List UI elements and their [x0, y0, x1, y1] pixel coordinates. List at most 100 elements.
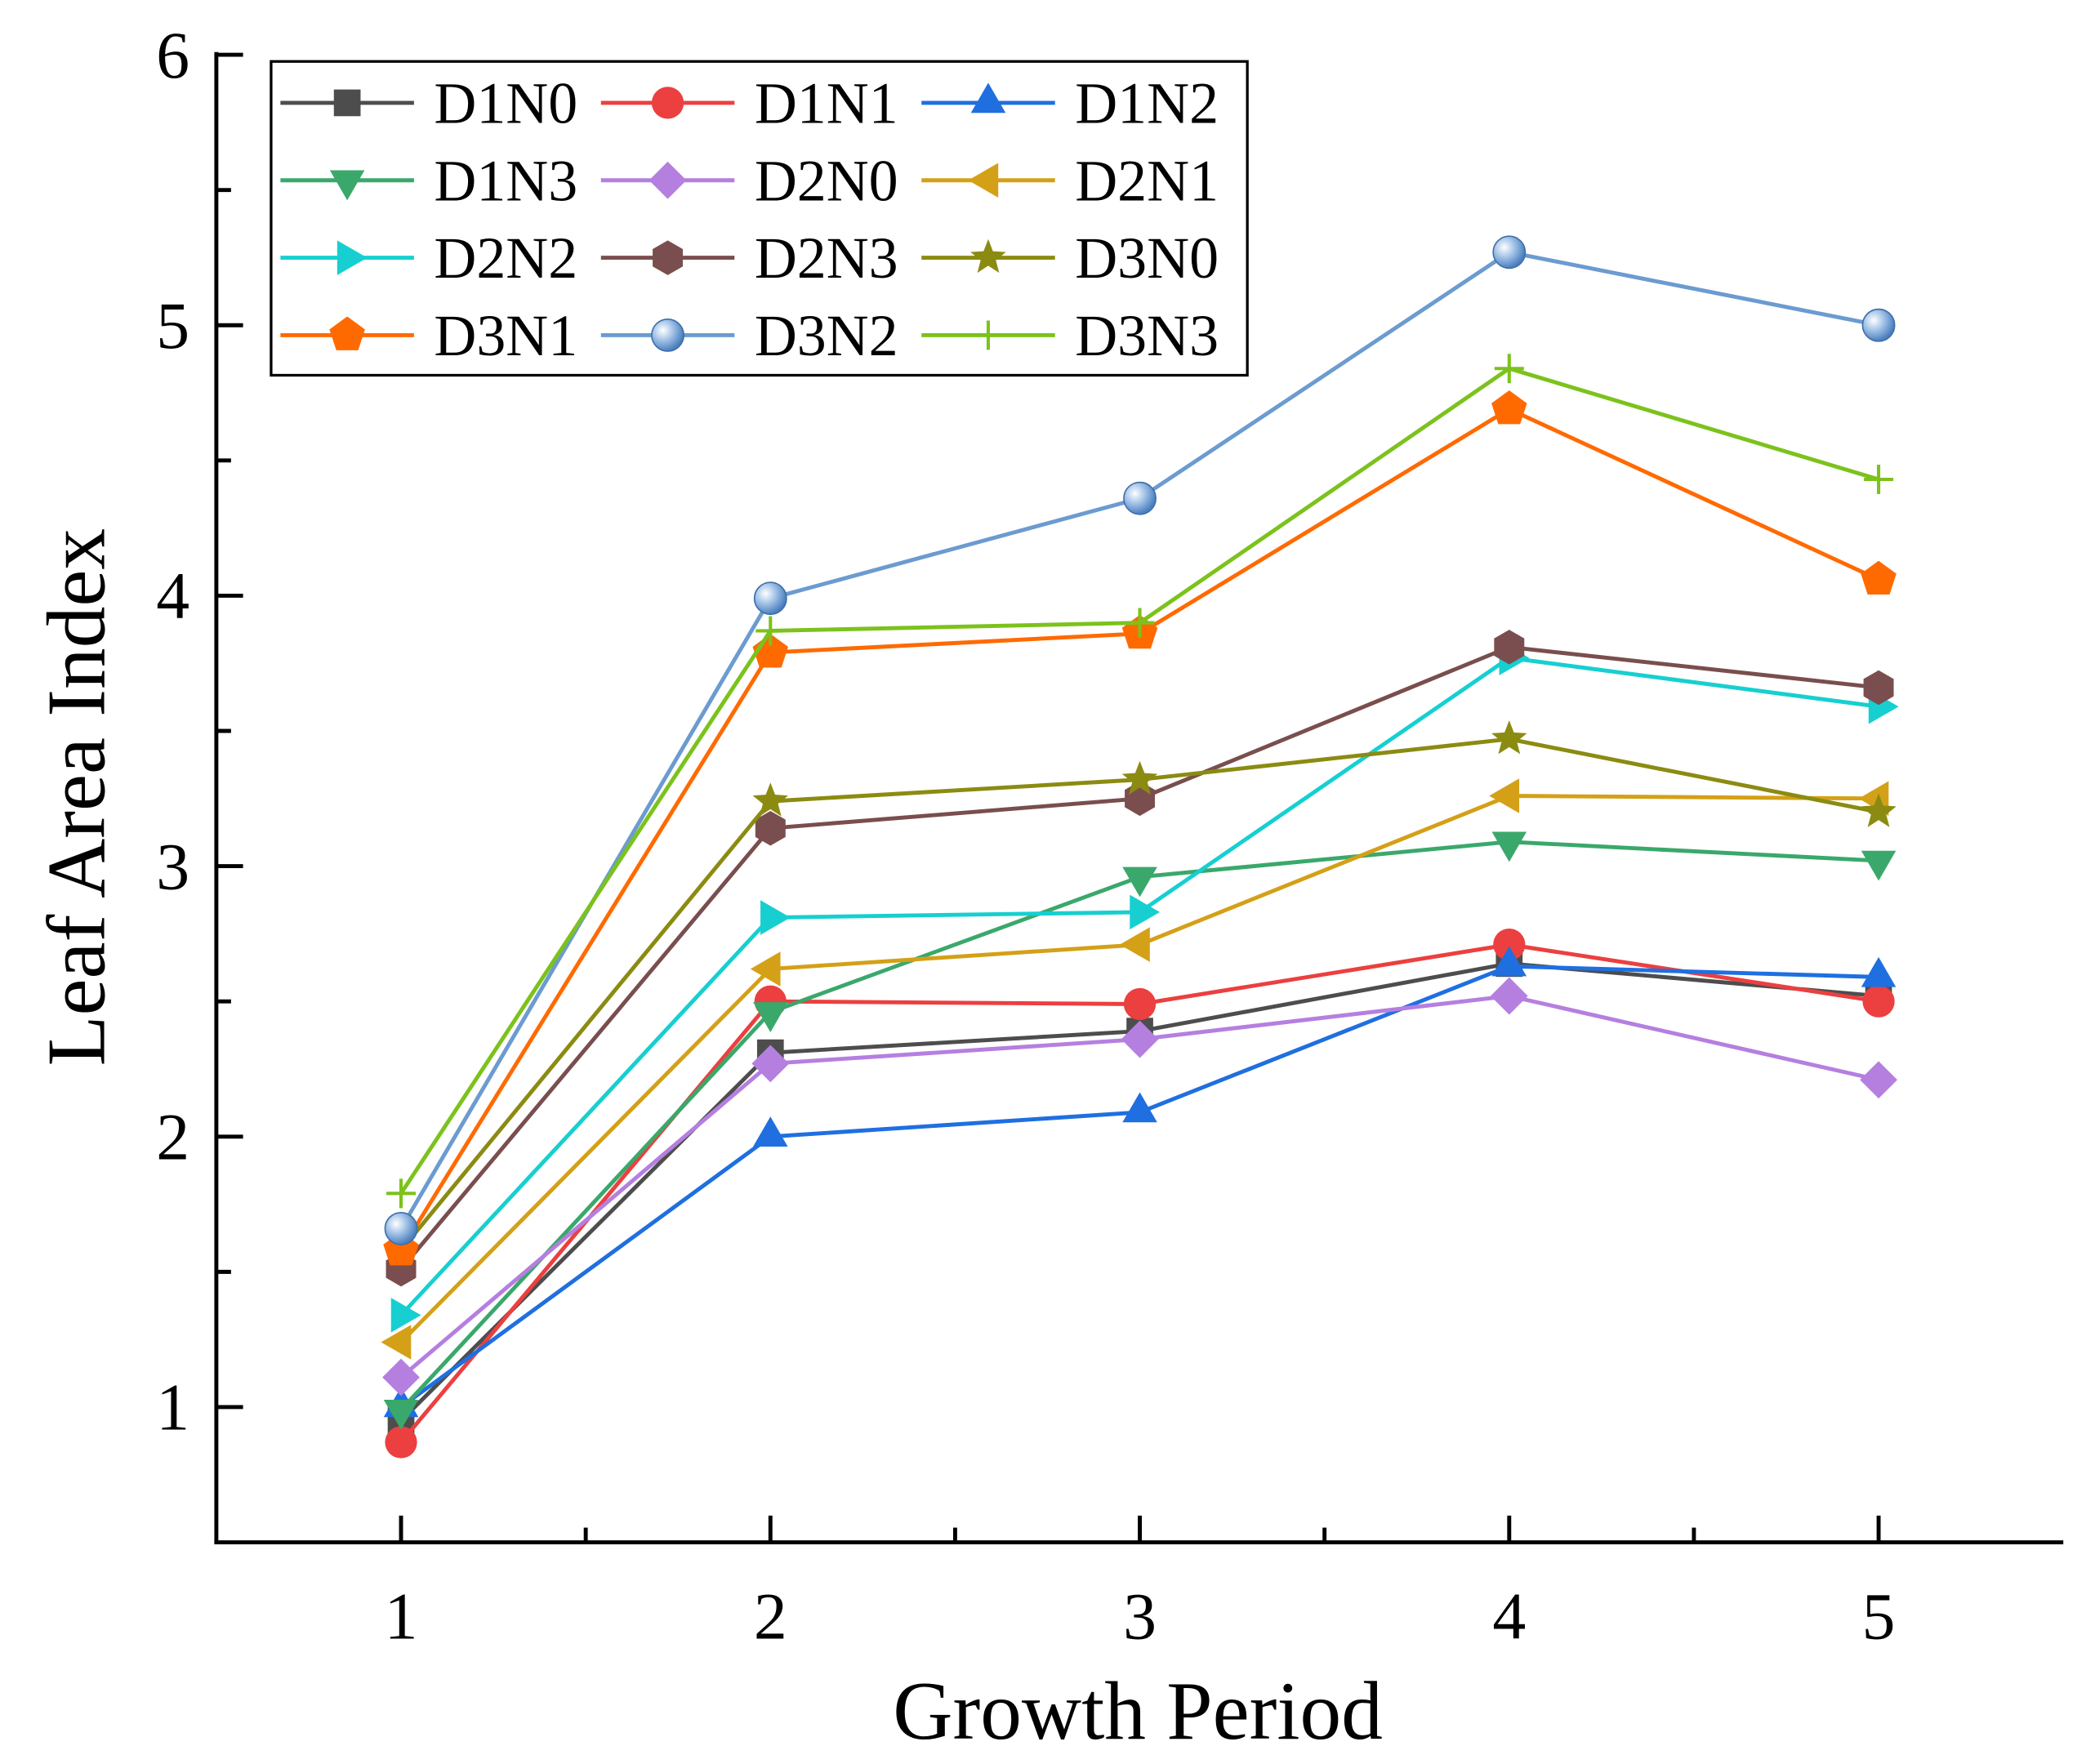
data-point: [390, 1298, 421, 1333]
data-point: [753, 1002, 788, 1032]
legend-marker: [651, 87, 684, 119]
data-point: [384, 1211, 418, 1245]
data-point: [1861, 560, 1897, 595]
y-tick-label: 4: [156, 559, 189, 633]
data-point: [1494, 630, 1525, 665]
legend-entry: D3N0: [921, 225, 1219, 291]
legend-marker: [968, 163, 999, 198]
y-tick-label: 6: [156, 18, 189, 92]
data-point: [1120, 927, 1150, 962]
data-point: [753, 1116, 788, 1147]
data-point: [1491, 831, 1527, 862]
legend-marker: [333, 89, 361, 117]
series-line: [399, 656, 1879, 1317]
legend-marker: [649, 161, 687, 199]
series-d3n3: [386, 354, 1894, 1209]
legend-entry: D3N1: [280, 303, 577, 368]
data-point: [1494, 354, 1524, 384]
series-line: [399, 407, 1880, 1252]
data-point: [1490, 977, 1528, 1015]
series-group: [381, 235, 1899, 1459]
data-point: [1122, 866, 1157, 898]
y-tick-label: 2: [156, 1100, 189, 1174]
data-point: [382, 1358, 420, 1396]
data-point: [1123, 481, 1157, 515]
axes: 1 2 3 4 5 6 1 2 3 4 5: [156, 18, 2064, 1653]
data-point: [1862, 985, 1895, 1018]
legend-label: D3N1: [434, 303, 577, 368]
legend: D1N0 D1N1 D1N2 D1N3 D2N0 D2N1 D2N2 D2N3 D3N0 D3N1…: [270, 60, 1249, 377]
data-point: [1861, 308, 1896, 342]
legend-entry: D1N0: [280, 70, 577, 136]
y-tick-label: 3: [156, 829, 189, 903]
series-d2n0: [382, 977, 1897, 1396]
legend-label: D2N0: [755, 148, 898, 213]
x-tick-label: 2: [754, 1579, 787, 1653]
data-point: [751, 1045, 790, 1083]
legend-label: D3N2: [755, 303, 898, 368]
legend-label: D2N3: [755, 225, 898, 291]
data-point: [1861, 956, 1897, 987]
series-d3n2: [384, 235, 1896, 1245]
legend-label: D1N2: [1075, 70, 1219, 136]
data-point: [1863, 670, 1894, 706]
data-point: [1125, 608, 1155, 638]
data-point: [1491, 390, 1527, 425]
legend-marker: [329, 316, 365, 350]
legend-entry: D2N1: [921, 148, 1219, 213]
data-point: [756, 616, 786, 646]
legend-label: D2N2: [434, 225, 577, 291]
data-point: [381, 1325, 412, 1360]
data-point: [386, 1178, 417, 1209]
legend-box: [270, 60, 1249, 377]
legend-marker: [337, 240, 368, 275]
legend-label: D3N0: [1075, 225, 1219, 291]
legend-label: D3N3: [1075, 303, 1219, 368]
legend-marker: [329, 170, 365, 201]
x-tick-label: 5: [1862, 1579, 1896, 1653]
data-point: [753, 581, 787, 616]
y-axis-title: Leaf Area Index: [31, 528, 123, 1066]
data-point: [383, 1400, 419, 1430]
data-point: [1861, 850, 1897, 881]
series-d2n1: [381, 778, 1889, 1360]
data-point: [1130, 894, 1161, 930]
y-tick-label: 5: [156, 288, 189, 363]
legend-label: D1N1: [755, 70, 898, 136]
y-tick-label: 1: [156, 1370, 189, 1445]
data-point: [1492, 235, 1527, 270]
legend-label: D2N1: [1075, 148, 1219, 213]
data-point: [1491, 946, 1527, 977]
legend-marker: [653, 240, 684, 275]
data-point: [1121, 760, 1158, 795]
data-point: [755, 810, 786, 846]
data-point: [1123, 987, 1157, 1021]
series-d1n1: [385, 929, 1895, 1459]
legend-entry: D3N3: [921, 303, 1219, 368]
series-line: [399, 840, 1879, 1411]
legend-entry: D2N2: [280, 225, 577, 291]
x-tick-label: 3: [1123, 1579, 1157, 1653]
legend-entry: D1N1: [600, 70, 898, 136]
legend-entry: D1N2: [921, 70, 1219, 136]
legend-entry: D2N3: [600, 225, 898, 291]
legend-label: D1N0: [434, 70, 577, 136]
legend-marker: [651, 318, 684, 352]
legend-entry: D3N2: [600, 303, 898, 368]
data-point: [1122, 1092, 1157, 1123]
legend-entry: D1N3: [280, 148, 577, 213]
data-point: [1489, 778, 1520, 813]
series-d1n3: [383, 831, 1897, 1430]
legend-label: D1N3: [434, 148, 577, 213]
data-point: [1860, 1061, 1897, 1099]
series-d3n1: [383, 390, 1897, 1266]
data-point: [385, 1426, 417, 1459]
data-point: [750, 951, 781, 987]
data-point: [1864, 465, 1894, 495]
data-point: [1493, 929, 1526, 961]
legend-entry: D2N0: [600, 148, 898, 213]
legend-marker: [970, 82, 1006, 114]
legend-marker: [970, 238, 1006, 274]
data-point: [760, 900, 791, 935]
data-point: [752, 782, 789, 817]
